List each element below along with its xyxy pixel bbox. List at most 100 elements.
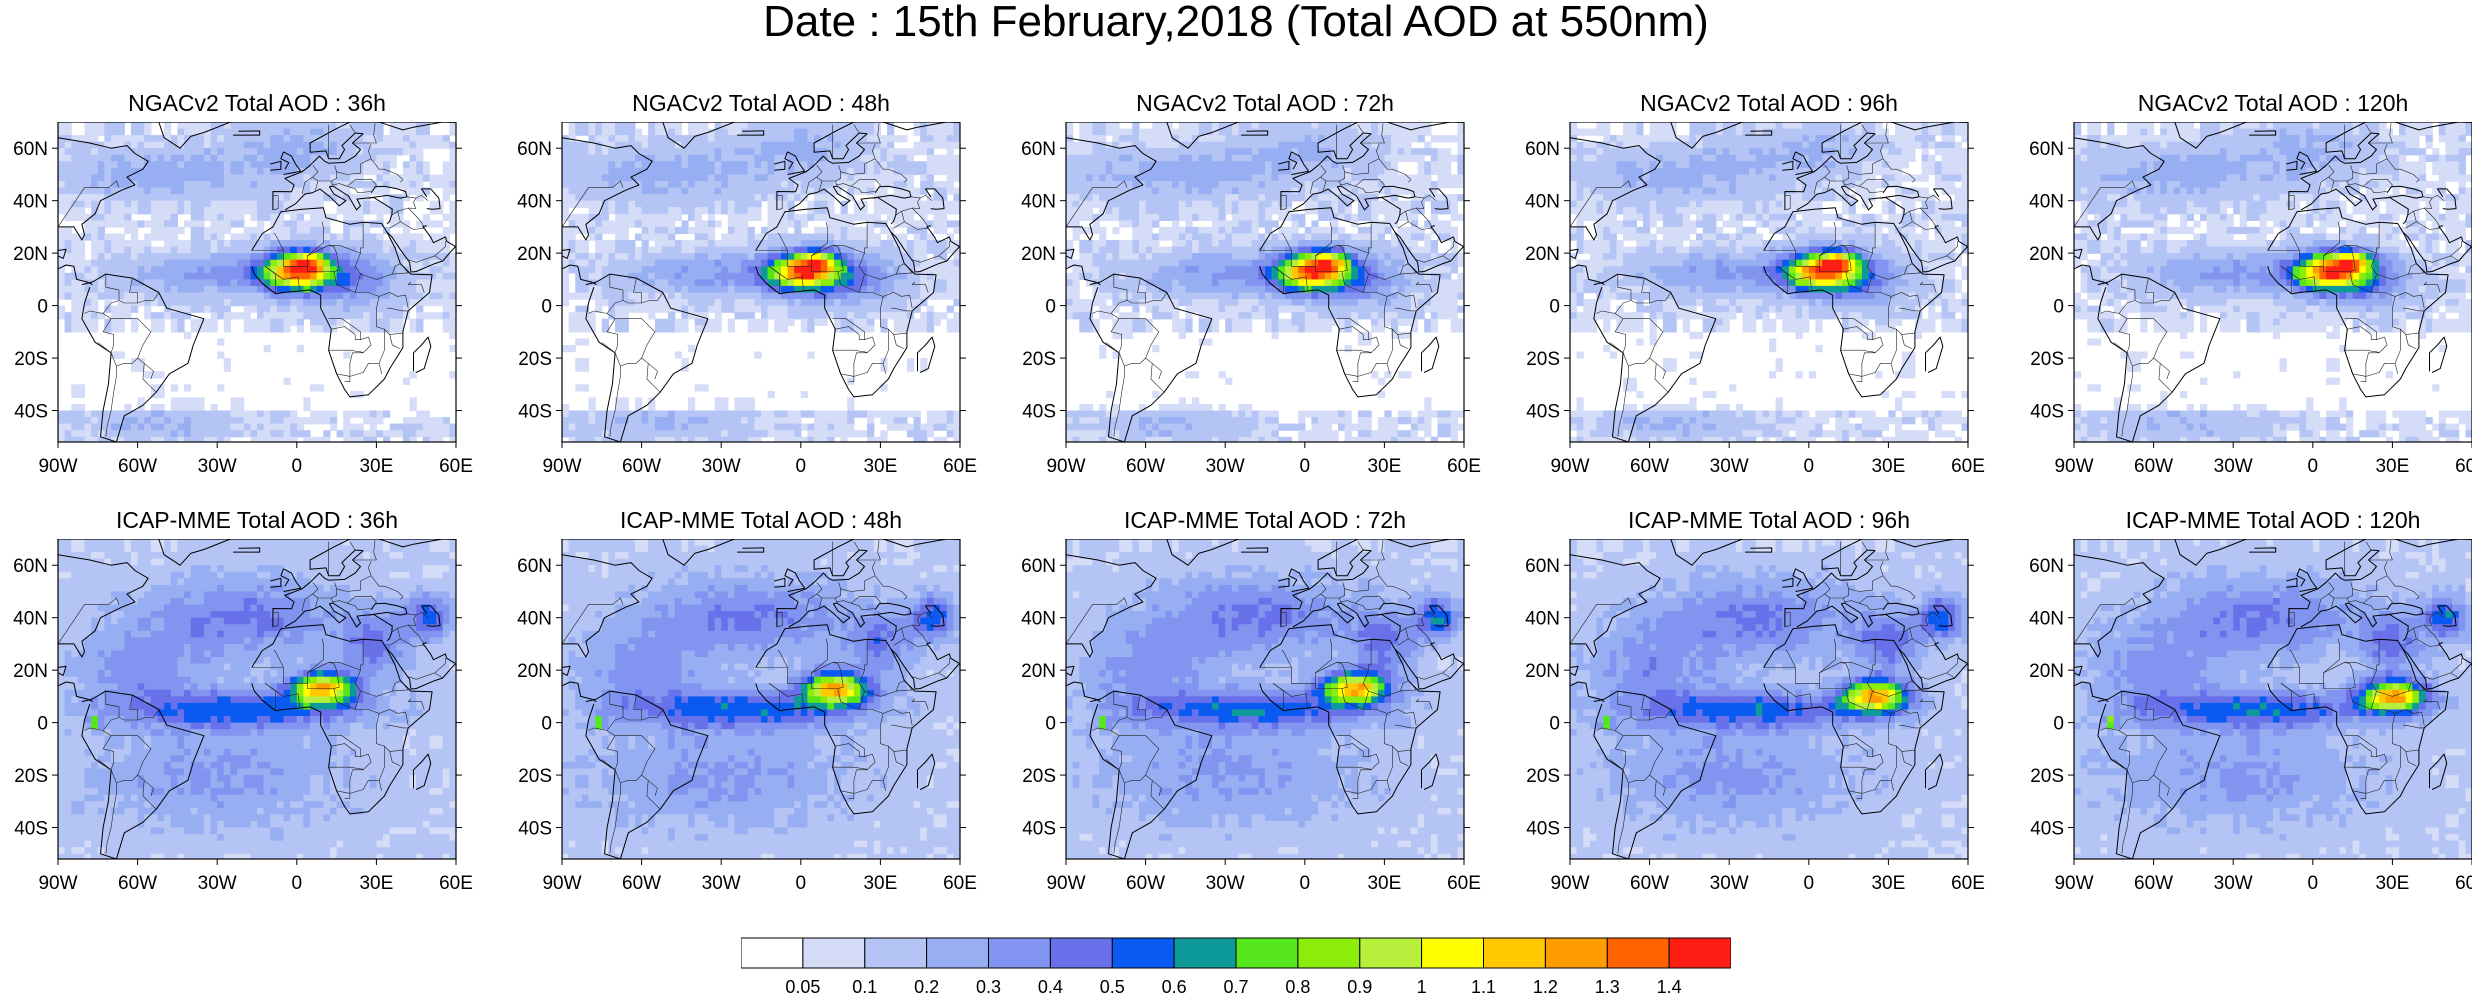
map-frame (1569, 539, 1969, 860)
lon-tick-label: 60E (943, 873, 977, 894)
lon-tick-label: 30W (1710, 456, 1749, 477)
map-frame (561, 539, 961, 860)
colorbar-label: 1.2 (1533, 977, 1558, 995)
aod-map: 60N 40N 20N 0 20S 40S 90W 60W 30W 0 30E 60E (2029, 122, 2472, 477)
country-borders (58, 540, 446, 854)
map-frame (561, 122, 961, 443)
lon-tick-label: 90W (2054, 873, 2093, 894)
map-frame (1065, 539, 1465, 860)
aod-shading (2074, 122, 2472, 442)
map-frame (2073, 539, 2472, 860)
lat-tick-label: 60N (517, 556, 552, 577)
colorbar-label: 0.4 (1038, 977, 1063, 995)
lon-tick-label: 90W (1550, 873, 1589, 894)
lon-tick-label: 30E (2375, 456, 2409, 477)
lat-tick-label: 20S (1022, 766, 1056, 787)
lon-tick-label: 60E (439, 456, 473, 477)
colorbar-label: 1.4 (1657, 977, 1682, 995)
lon-tick-label: 60E (1951, 456, 1985, 477)
aod-map: 60N 40N 20N 0 20S 40S 90W 60W 30W 0 30E 60E (13, 122, 473, 477)
colorbar-label: 0.5 (1100, 977, 1125, 995)
coastlines (2074, 539, 2472, 859)
lon-tick-label: 30E (359, 873, 393, 894)
colorbar-swatch (802, 937, 866, 969)
lon-tick-label: 60W (2134, 873, 2173, 894)
lon-tick-label: 0 (292, 456, 303, 477)
map-frame (1569, 122, 1969, 443)
aod-map: 60N 40N 20N 0 20S 40S 90W 60W 30W 0 30E 60E (1021, 122, 1481, 477)
coastlines (562, 539, 960, 859)
colorbar-swatch (1606, 937, 1670, 969)
panel-title: ICAP-MME Total AOD : 96h (1570, 507, 1968, 533)
lon-tick-label: 90W (1046, 873, 1085, 894)
lat-tick-label: 40N (1021, 609, 1056, 630)
lat-tick-label: 40N (2029, 192, 2064, 213)
lon-tick-label: 0 (796, 873, 807, 894)
lon-tick-label: 30W (702, 456, 741, 477)
lat-tick-label: 60N (2029, 139, 2064, 160)
lon-tick-label: 30E (2375, 873, 2409, 894)
lat-tick-label: 40N (2029, 609, 2064, 630)
lon-tick-label: 60E (2455, 873, 2472, 894)
lon-tick-label: 30W (198, 873, 237, 894)
aod-shading (58, 539, 456, 859)
lon-tick-label: 0 (1300, 873, 1311, 894)
panel-title: ICAP-MME Total AOD : 48h (562, 507, 960, 533)
lon-tick-label: 30W (198, 456, 237, 477)
map-panel: NGACv2 Total AOD : 48h 60N 40N 20N 0 20S 40S 90… (504, 90, 1014, 477)
lon-tick-label: 30W (1206, 873, 1245, 894)
lat-tick-label: 40S (2030, 402, 2064, 423)
lat-tick-label: 0 (541, 297, 552, 318)
aod-shading (1066, 122, 1464, 442)
lat-tick-label: 40S (14, 402, 48, 423)
lat-tick-label: 20N (1021, 244, 1056, 265)
lon-tick-label: 60E (943, 456, 977, 477)
lat-tick-label: 0 (37, 714, 48, 735)
map-panel: NGACv2 Total AOD : 120h 60N 40N 20N 0 20S 40S 9… (2016, 90, 2472, 477)
map-frame (1065, 122, 1465, 443)
colorbar-label: 0.7 (1223, 977, 1248, 995)
lat-tick-label: 60N (13, 139, 48, 160)
lat-tick-label: 60N (2029, 556, 2064, 577)
colorbar-label: 1.1 (1471, 977, 1496, 995)
map-panel: NGACv2 Total AOD : 72h 60N 40N 20N 0 20S 40S 90… (1008, 90, 1518, 477)
lat-tick-label: 0 (37, 297, 48, 318)
lon-tick-label: 0 (292, 873, 303, 894)
lon-tick-label: 60W (1126, 456, 1165, 477)
lon-tick-label: 0 (2308, 873, 2319, 894)
lat-tick-label: 60N (1021, 556, 1056, 577)
lon-tick-label: 30W (2214, 456, 2253, 477)
lat-tick-label: 40N (517, 192, 552, 213)
map-panel: ICAP-MME Total AOD : 120h 60N 40N 20N 0 20S 40… (2016, 507, 2472, 894)
country-borders (562, 123, 950, 437)
lat-tick-label: 60N (1525, 556, 1560, 577)
lon-tick-label: 90W (1046, 456, 1085, 477)
lat-tick-label: 20S (14, 766, 48, 787)
lon-tick-label: 90W (542, 873, 581, 894)
panel-title: ICAP-MME Total AOD : 36h (58, 507, 456, 533)
colorbar-swatch (1359, 937, 1423, 969)
lat-tick-label: 20S (2030, 766, 2064, 787)
country-borders (1066, 540, 1454, 854)
map-panel: NGACv2 Total AOD : 36h 60N 40N 20N 0 20S 40S 90… (0, 90, 510, 477)
aod-shading (1570, 122, 1968, 442)
lon-tick-label: 90W (38, 456, 77, 477)
aod-map: 60N 40N 20N 0 20S 40S 90W 60W 30W 0 30E 60E (2029, 539, 2472, 894)
lat-tick-label: 60N (1525, 139, 1560, 160)
panel-title: NGACv2 Total AOD : 48h (562, 90, 960, 116)
panel-title: ICAP-MME Total AOD : 120h (2074, 507, 2472, 533)
figure-title: Date : 15th February,2018 (Total AOD at … (0, 0, 2472, 44)
colorbar-label: 0.05 (785, 977, 820, 995)
country-borders (1570, 540, 1958, 854)
lon-tick-label: 60W (1630, 873, 1669, 894)
map-frame (57, 539, 457, 860)
map-panel: ICAP-MME Total AOD : 36h 60N 40N 20N 0 20S 40S… (0, 507, 510, 894)
lat-tick-label: 40S (518, 819, 552, 840)
lat-tick-label: 40S (1022, 819, 1056, 840)
lon-tick-label: 30E (359, 456, 393, 477)
lat-tick-label: 40N (13, 609, 48, 630)
colorbar-swatch (988, 937, 1051, 969)
lon-tick-label: 30E (1871, 456, 1905, 477)
lon-tick-label: 30W (702, 873, 741, 894)
lat-tick-label: 20N (1525, 244, 1560, 265)
